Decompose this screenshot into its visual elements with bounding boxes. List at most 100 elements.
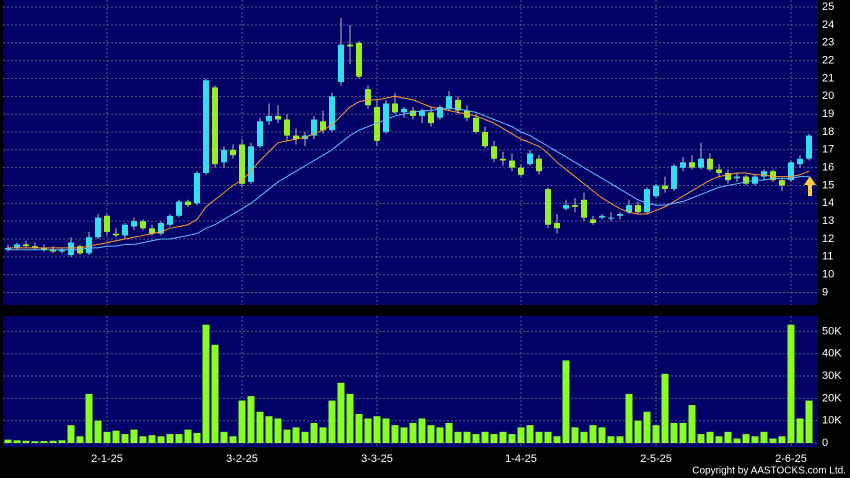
candle-body	[689, 162, 695, 168]
volume-bar	[355, 413, 363, 443]
volume-bar	[4, 439, 12, 443]
volume-bar	[805, 400, 813, 443]
volume-bar	[445, 422, 453, 443]
volume-bar	[382, 418, 390, 443]
candle-body	[653, 185, 659, 197]
volume-bar	[796, 418, 804, 443]
candle-body	[626, 205, 632, 213]
volume-bar	[139, 436, 147, 443]
candle-body	[698, 158, 704, 168]
volume-bar	[751, 436, 759, 443]
y-tick-label: 0	[822, 437, 828, 449]
volume-bar	[733, 438, 741, 443]
x-tick-label: 3-3-25	[361, 453, 393, 465]
y-tick-label: 20	[822, 90, 834, 102]
volume-bar	[193, 432, 201, 443]
volume-bar	[265, 416, 273, 443]
volume-bar	[553, 436, 561, 443]
candle-body	[392, 103, 398, 113]
volume-bar	[670, 422, 678, 443]
volume-bar	[238, 400, 246, 443]
volume-bar	[643, 411, 651, 443]
y-tick-label: 20K	[822, 392, 842, 404]
y-tick-label: 13	[822, 215, 834, 227]
y-tick-label: 22	[822, 55, 834, 67]
candle-body	[770, 171, 776, 181]
candle-body	[212, 87, 218, 165]
volume-bar	[589, 425, 597, 443]
volume-bar	[13, 440, 21, 443]
volume-bar	[769, 438, 777, 443]
candle-body	[509, 160, 515, 168]
y-tick-label: 10	[822, 269, 834, 281]
volume-bar	[103, 431, 111, 443]
candle-body	[167, 215, 173, 225]
candle-body	[491, 146, 497, 159]
volume-bar	[562, 360, 570, 443]
volume-bar	[364, 418, 372, 443]
candle-body	[734, 176, 740, 179]
volume-bar	[517, 427, 525, 443]
candle-body	[743, 176, 749, 184]
volume-bar	[211, 344, 219, 443]
candle-body	[203, 80, 209, 174]
candle-body	[50, 249, 56, 252]
candle-body	[104, 215, 110, 232]
volume-bar	[121, 434, 129, 443]
y-tick-label: 18	[822, 126, 834, 138]
volume-bar	[301, 431, 309, 443]
candle-body	[374, 107, 380, 141]
volume-bar	[85, 393, 93, 443]
candle-body	[221, 149, 227, 163]
volume-bar	[94, 420, 102, 443]
y-tick-label: 9	[822, 286, 828, 298]
volume-bar	[508, 434, 516, 443]
candle-body	[176, 201, 182, 216]
volume-bar	[616, 436, 624, 443]
candle-body	[320, 121, 326, 131]
candle-body	[59, 249, 65, 252]
volume-bar	[607, 436, 615, 443]
volume-bar	[400, 427, 408, 443]
y-tick-label: 11	[822, 251, 833, 263]
volume-bar	[490, 434, 498, 443]
volume-bar	[58, 440, 66, 443]
candle-body	[122, 224, 128, 236]
candle-body	[140, 221, 146, 229]
volume-bar	[481, 431, 489, 443]
candle-body	[383, 103, 389, 132]
candle-body	[284, 119, 290, 136]
y-tick-label: 24	[822, 19, 834, 31]
layer: 9 10 11 12 13 14 15 16 17 18 19 20 21 22 23 24 25 0 10K 20K…	[3, 0, 842, 465]
candle-body	[545, 189, 551, 225]
x-tick-label: 2-1-25	[91, 453, 123, 465]
candle-body	[266, 115, 272, 122]
y-tick-label: 25	[822, 1, 834, 13]
volume-bar	[148, 435, 156, 443]
y-tick-label: 19	[822, 108, 834, 120]
candle-body	[149, 228, 155, 234]
candle-body	[617, 214, 623, 216]
candle-body	[554, 222, 560, 229]
x-tick-label: 3-2-25	[226, 453, 258, 465]
volume-bar	[76, 436, 84, 443]
candle-body	[518, 167, 524, 175]
candle-body	[590, 219, 596, 223]
volume-bar	[679, 422, 687, 443]
volume-bar	[67, 425, 75, 443]
volume-bar	[22, 440, 30, 443]
moving-average-line	[8, 95, 810, 249]
candle-body	[644, 189, 650, 213]
volume-bar	[202, 324, 210, 443]
candle-body	[329, 96, 335, 131]
candle-body	[401, 108, 407, 113]
candle-body	[32, 246, 38, 248]
volume-bar	[697, 434, 705, 443]
y-tick-label: 12	[822, 233, 834, 245]
candle-body	[797, 158, 803, 165]
candle-body	[293, 135, 299, 140]
y-tick-label: 14	[822, 197, 834, 209]
volume-bar	[715, 436, 723, 443]
volume-bar	[373, 416, 381, 443]
volume-bar	[652, 425, 660, 443]
